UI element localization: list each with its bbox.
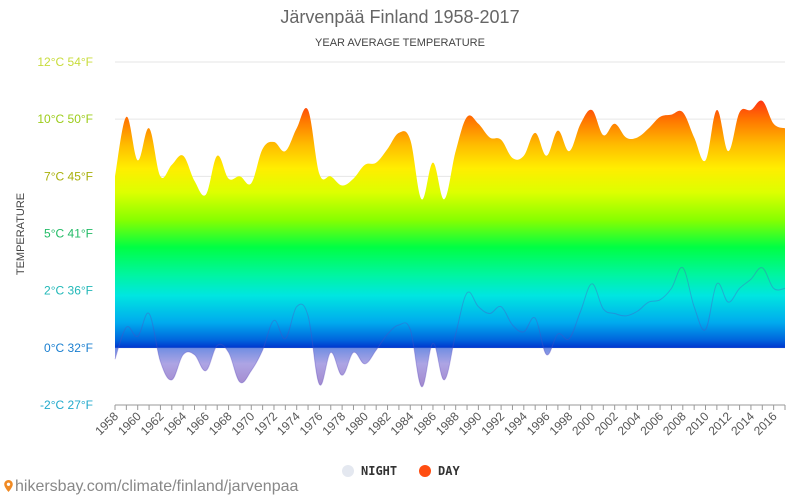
night-series-area [115,267,785,387]
legend: NIGHT DAY [342,464,460,478]
x-tick-label: 1964 [160,409,189,438]
location-pin-icon [4,480,13,492]
day-series-area [115,100,785,348]
y-tick-label: 2°C 36°F [44,284,93,298]
y-axis-label: TEMPERATURE [15,193,27,275]
x-tick-label: 1994 [501,409,530,438]
x-tick-label: 1968 [206,409,235,438]
y-axis-ticks: 12°C 54°F 10°C 50°F 7°C 45°F 5°C 41°F 2°C 36… [37,55,93,412]
series-areas [114,100,786,388]
x-tick-label: 1972 [251,409,280,438]
x-tick-label: 1960 [115,409,144,438]
y-tick-label: 5°C 41°F [44,227,93,241]
x-tick-label: 1958 [92,409,121,438]
legend-item-night[interactable]: NIGHT [342,464,397,478]
legend-night-label: NIGHT [361,464,397,478]
x-tick-label: 2008 [660,409,689,438]
x-tick-label: 1984 [388,409,417,438]
x-tick-label: 2004 [615,409,644,438]
x-tick-label: 1976 [297,409,326,438]
night-series-line [114,267,786,388]
chart-subtitle: YEAR AVERAGE TEMPERATURE [315,37,485,49]
y-tick-label: -2°C 27°F [40,398,93,412]
legend-item-day[interactable]: DAY [419,464,460,478]
x-tick-label: 1998 [547,409,576,438]
x-tick-label: 1978 [319,409,348,438]
chart-title: Järvenpää Finland 1958-2017 [280,7,519,27]
x-tick-label: 1988 [433,409,462,438]
legend-night-marker [342,465,354,477]
x-tick-label: 1980 [342,409,371,438]
x-tick-label: 1970 [229,409,258,438]
y-tick-label: 7°C 45°F [44,169,93,183]
x-tick-label: 2006 [637,409,666,438]
y-tick-label: 10°C 50°F [37,112,93,126]
watermark[interactable]: hikersbay.com/climate/finland/jarvenpaa [4,478,298,496]
x-tick-label: 2016 [751,409,780,438]
x-axis: 1958196019621964196619681970197219741976… [92,404,786,438]
x-tick-label: 1962 [138,409,167,438]
legend-day-marker [419,465,431,477]
x-tick-label: 1990 [456,409,485,438]
x-tick-label: 2002 [592,409,621,438]
watermark-text: hikersbay.com/climate/finland/jarvenpaa [15,478,299,495]
x-tick-label: 2010 [683,409,712,438]
x-tick-label: 2012 [706,409,735,438]
y-tick-label: 12°C 54°F [37,55,93,69]
x-tick-label: 1996 [524,409,553,438]
legend-day-label: DAY [438,464,460,478]
x-tick-label: 1982 [365,409,394,438]
x-tick-label: 1974 [274,409,303,438]
x-tick-label: 1986 [410,409,439,438]
x-tick-label: 2000 [569,409,598,438]
x-tick-label: 1992 [478,409,507,438]
x-tick-label: 2014 [728,409,757,438]
y-tick-label: 0°C 32°F [44,341,93,355]
x-tick-label: 1966 [183,409,212,438]
